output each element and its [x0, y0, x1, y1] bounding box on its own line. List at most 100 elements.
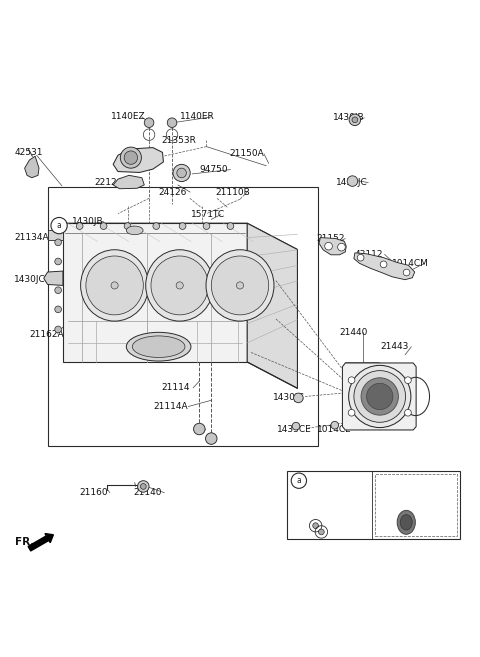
- Polygon shape: [319, 238, 346, 255]
- Circle shape: [203, 223, 210, 229]
- Circle shape: [124, 151, 138, 164]
- Text: 1140EZ: 1140EZ: [111, 112, 145, 122]
- Circle shape: [177, 168, 186, 178]
- Polygon shape: [63, 223, 247, 362]
- Ellipse shape: [146, 250, 214, 321]
- Circle shape: [403, 269, 410, 276]
- Text: 21114: 21114: [161, 383, 190, 392]
- Text: 21152: 21152: [317, 234, 345, 243]
- Circle shape: [349, 114, 360, 125]
- Circle shape: [51, 217, 67, 234]
- Circle shape: [227, 223, 234, 229]
- Circle shape: [138, 481, 149, 492]
- Circle shape: [100, 223, 107, 229]
- Text: 1014CM: 1014CM: [392, 259, 429, 268]
- Circle shape: [141, 484, 146, 489]
- Circle shape: [352, 117, 358, 123]
- Circle shape: [348, 377, 355, 384]
- Circle shape: [324, 242, 332, 250]
- Circle shape: [291, 473, 307, 488]
- Ellipse shape: [237, 282, 243, 289]
- Circle shape: [205, 433, 217, 444]
- Text: 43112: 43112: [355, 250, 384, 259]
- Text: 21134A: 21134A: [14, 233, 49, 242]
- Circle shape: [294, 393, 303, 403]
- Text: 1014CL: 1014CL: [317, 426, 351, 434]
- Text: 1430JB: 1430JB: [72, 217, 103, 226]
- Circle shape: [153, 223, 159, 229]
- Polygon shape: [44, 271, 63, 285]
- Circle shape: [357, 254, 364, 261]
- Ellipse shape: [111, 282, 118, 289]
- Text: 1140ER: 1140ER: [180, 112, 215, 122]
- Ellipse shape: [354, 371, 406, 422]
- Circle shape: [319, 529, 324, 535]
- Circle shape: [55, 258, 61, 265]
- Circle shape: [348, 409, 355, 416]
- Ellipse shape: [132, 336, 185, 357]
- Circle shape: [179, 223, 186, 229]
- Text: 22124B: 22124B: [94, 177, 128, 187]
- Polygon shape: [354, 253, 415, 280]
- Text: 94750: 94750: [199, 165, 228, 174]
- Ellipse shape: [176, 282, 183, 289]
- Ellipse shape: [206, 250, 274, 321]
- Polygon shape: [113, 175, 144, 189]
- Ellipse shape: [81, 250, 149, 321]
- Circle shape: [405, 409, 411, 416]
- Bar: [287, 471, 460, 539]
- Ellipse shape: [397, 510, 415, 534]
- Circle shape: [124, 223, 131, 229]
- Text: 1430JC: 1430JC: [273, 393, 304, 402]
- Bar: [48, 187, 318, 445]
- Polygon shape: [342, 363, 416, 430]
- Bar: [375, 474, 456, 536]
- Text: 1751GI: 1751GI: [298, 501, 327, 510]
- Text: 1571TC: 1571TC: [191, 210, 225, 219]
- Text: a: a: [297, 476, 301, 486]
- Circle shape: [173, 164, 190, 181]
- Ellipse shape: [400, 514, 412, 530]
- Polygon shape: [48, 231, 63, 240]
- Ellipse shape: [361, 378, 398, 415]
- Circle shape: [347, 176, 358, 187]
- Circle shape: [55, 287, 61, 294]
- Text: (ALT.): (ALT.): [377, 481, 399, 490]
- Text: 42531: 42531: [15, 148, 44, 157]
- Circle shape: [380, 261, 387, 267]
- Ellipse shape: [348, 365, 411, 428]
- Polygon shape: [247, 223, 298, 388]
- Circle shape: [144, 118, 154, 127]
- Ellipse shape: [126, 332, 191, 361]
- Text: 1430JB: 1430JB: [333, 114, 365, 122]
- Text: 1430JC: 1430JC: [14, 275, 46, 284]
- Circle shape: [193, 423, 205, 435]
- Circle shape: [167, 118, 177, 127]
- Circle shape: [55, 306, 61, 313]
- Circle shape: [292, 422, 300, 430]
- Text: 21160: 21160: [80, 488, 108, 497]
- Ellipse shape: [367, 383, 393, 409]
- Text: 21162A: 21162A: [29, 330, 64, 339]
- Circle shape: [337, 243, 345, 251]
- Text: 24126: 24126: [158, 188, 187, 196]
- Text: 1430JC: 1430JC: [336, 178, 368, 187]
- Ellipse shape: [151, 256, 208, 315]
- Ellipse shape: [86, 256, 144, 315]
- Ellipse shape: [126, 226, 143, 235]
- Circle shape: [120, 147, 142, 168]
- Circle shape: [313, 523, 319, 529]
- Text: a: a: [57, 221, 61, 230]
- Text: 21140: 21140: [134, 488, 162, 497]
- Circle shape: [405, 377, 411, 384]
- Ellipse shape: [211, 256, 269, 315]
- Text: 21353R: 21353R: [161, 136, 196, 145]
- Text: 21314A: 21314A: [381, 494, 412, 503]
- Polygon shape: [113, 148, 163, 173]
- Circle shape: [76, 223, 83, 229]
- FancyArrow shape: [28, 533, 53, 551]
- Text: 21110B: 21110B: [215, 188, 250, 196]
- Text: 21150A: 21150A: [229, 149, 264, 158]
- Text: 21114A: 21114A: [153, 402, 188, 411]
- Polygon shape: [24, 156, 39, 178]
